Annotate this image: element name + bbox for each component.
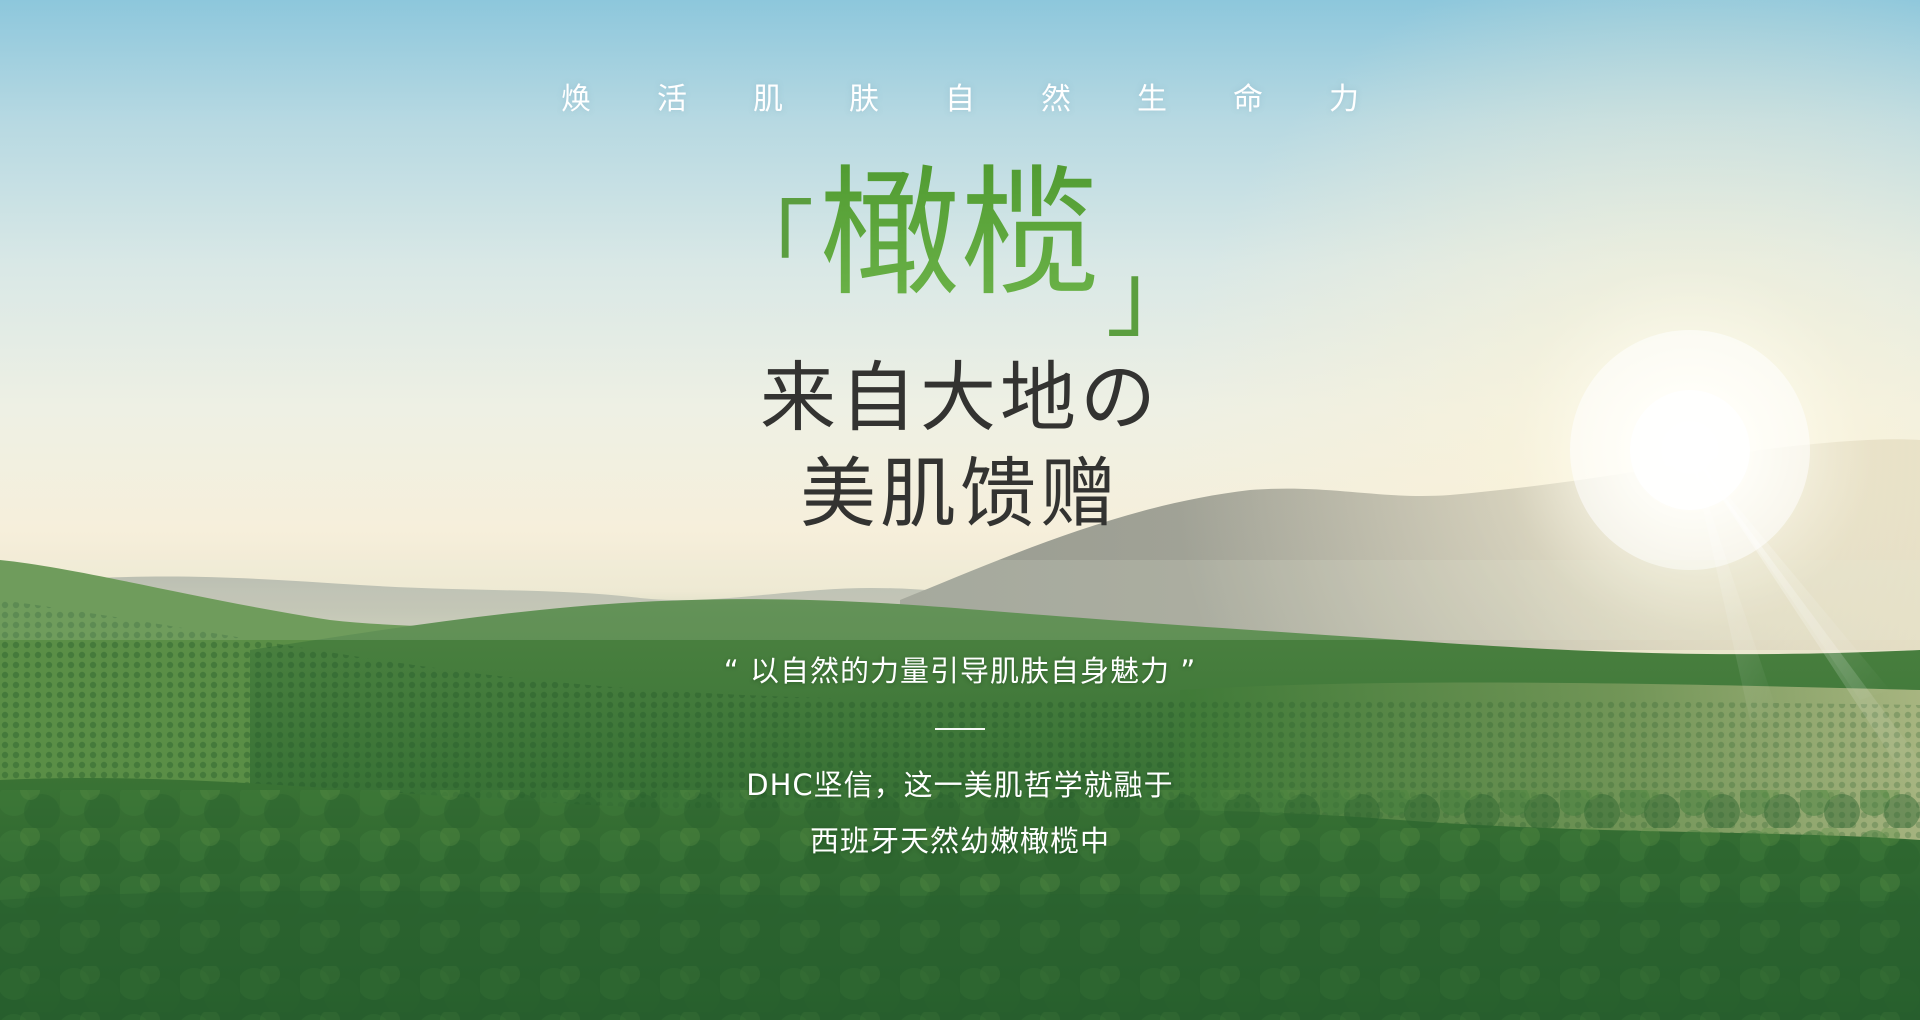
headline-line-1: 来自大地の [760, 353, 1160, 442]
divider [935, 728, 985, 730]
tagline: 焕活肌肤自然生命力 [561, 82, 1425, 117]
close-bracket: 」 [1106, 243, 1199, 350]
product-title: 「橄榄」 [0, 160, 1920, 351]
product-name: 橄榄 [819, 153, 1100, 316]
headline-line-2: 美肌馈赠 [800, 449, 1120, 538]
description-line-1: DHC坚信，这一美肌哲学就融于 [746, 768, 1174, 802]
open-bracket: 「 [721, 191, 814, 298]
quote-text: “ 以自然的力量引导肌肤自身魅力 ” [723, 654, 1197, 688]
description-line-2: 西班牙天然幼嫩橄榄中 [809, 824, 1110, 858]
